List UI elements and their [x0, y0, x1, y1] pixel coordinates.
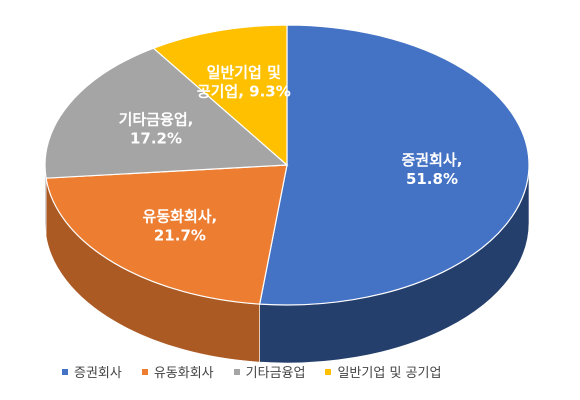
legend-swatch — [233, 368, 240, 375]
data-label-line: 21.7% — [154, 226, 206, 244]
legend-swatch — [62, 368, 68, 375]
legend-swatch — [141, 368, 148, 375]
data-label-line: 증권회사, — [402, 151, 463, 169]
data-label-증권회사: 증권회사, 51.8% — [402, 151, 463, 188]
data-label-일반기업-및-공기업: 일반기업 및 공기업, 9.3% — [197, 63, 291, 100]
pie-top — [44, 24, 530, 306]
data-label-line: 유동화회사, — [143, 207, 218, 225]
pie-slice-기타금융업 — [44, 47, 289, 179]
legend: 증권회사 유동화회사 기타금융업 일반기업 및 공기업 — [62, 362, 441, 381]
legend-label: 증권회사 — [74, 366, 122, 381]
data-label-line: 공기업, 9.3% — [197, 82, 291, 100]
legend-label: 기타금융업 — [245, 366, 306, 381]
legend-swatch — [325, 368, 332, 375]
pie-slice-일반기업-및-공기업 — [152, 24, 288, 167]
pie-slice-유동화회사 — [45, 164, 288, 305]
legend-item-일반기업-및-공기업: 일반기업 및 공기업 — [325, 362, 441, 381]
legend-label: 일반기업 및 공기업 — [337, 366, 442, 381]
legend-label: 유동화회사 — [153, 366, 214, 381]
data-label-line: 기타금융업, — [119, 110, 194, 128]
legend-item-기타금융업: 기타금융업 — [233, 362, 306, 381]
pie-slice-증권회사 — [258, 24, 530, 306]
slice-labels: 증권회사, 51.8%유동화회사, 21.7%기타금융업, 17.2%일반기업 및 공기… — [119, 63, 463, 244]
data-label-line: 일반기업 및 — [207, 63, 281, 81]
data-label-유동화회사: 유동화회사, 21.7% — [143, 207, 218, 244]
legend-item-유동화회사: 유동화회사 — [141, 362, 214, 381]
data-label-line: 17.2% — [130, 129, 182, 147]
data-label-기타금융업: 기타금융업, 17.2% — [119, 110, 194, 147]
data-label-line: 51.8% — [406, 170, 458, 188]
legend-item-증권회사: 증권회사 — [62, 362, 122, 381]
